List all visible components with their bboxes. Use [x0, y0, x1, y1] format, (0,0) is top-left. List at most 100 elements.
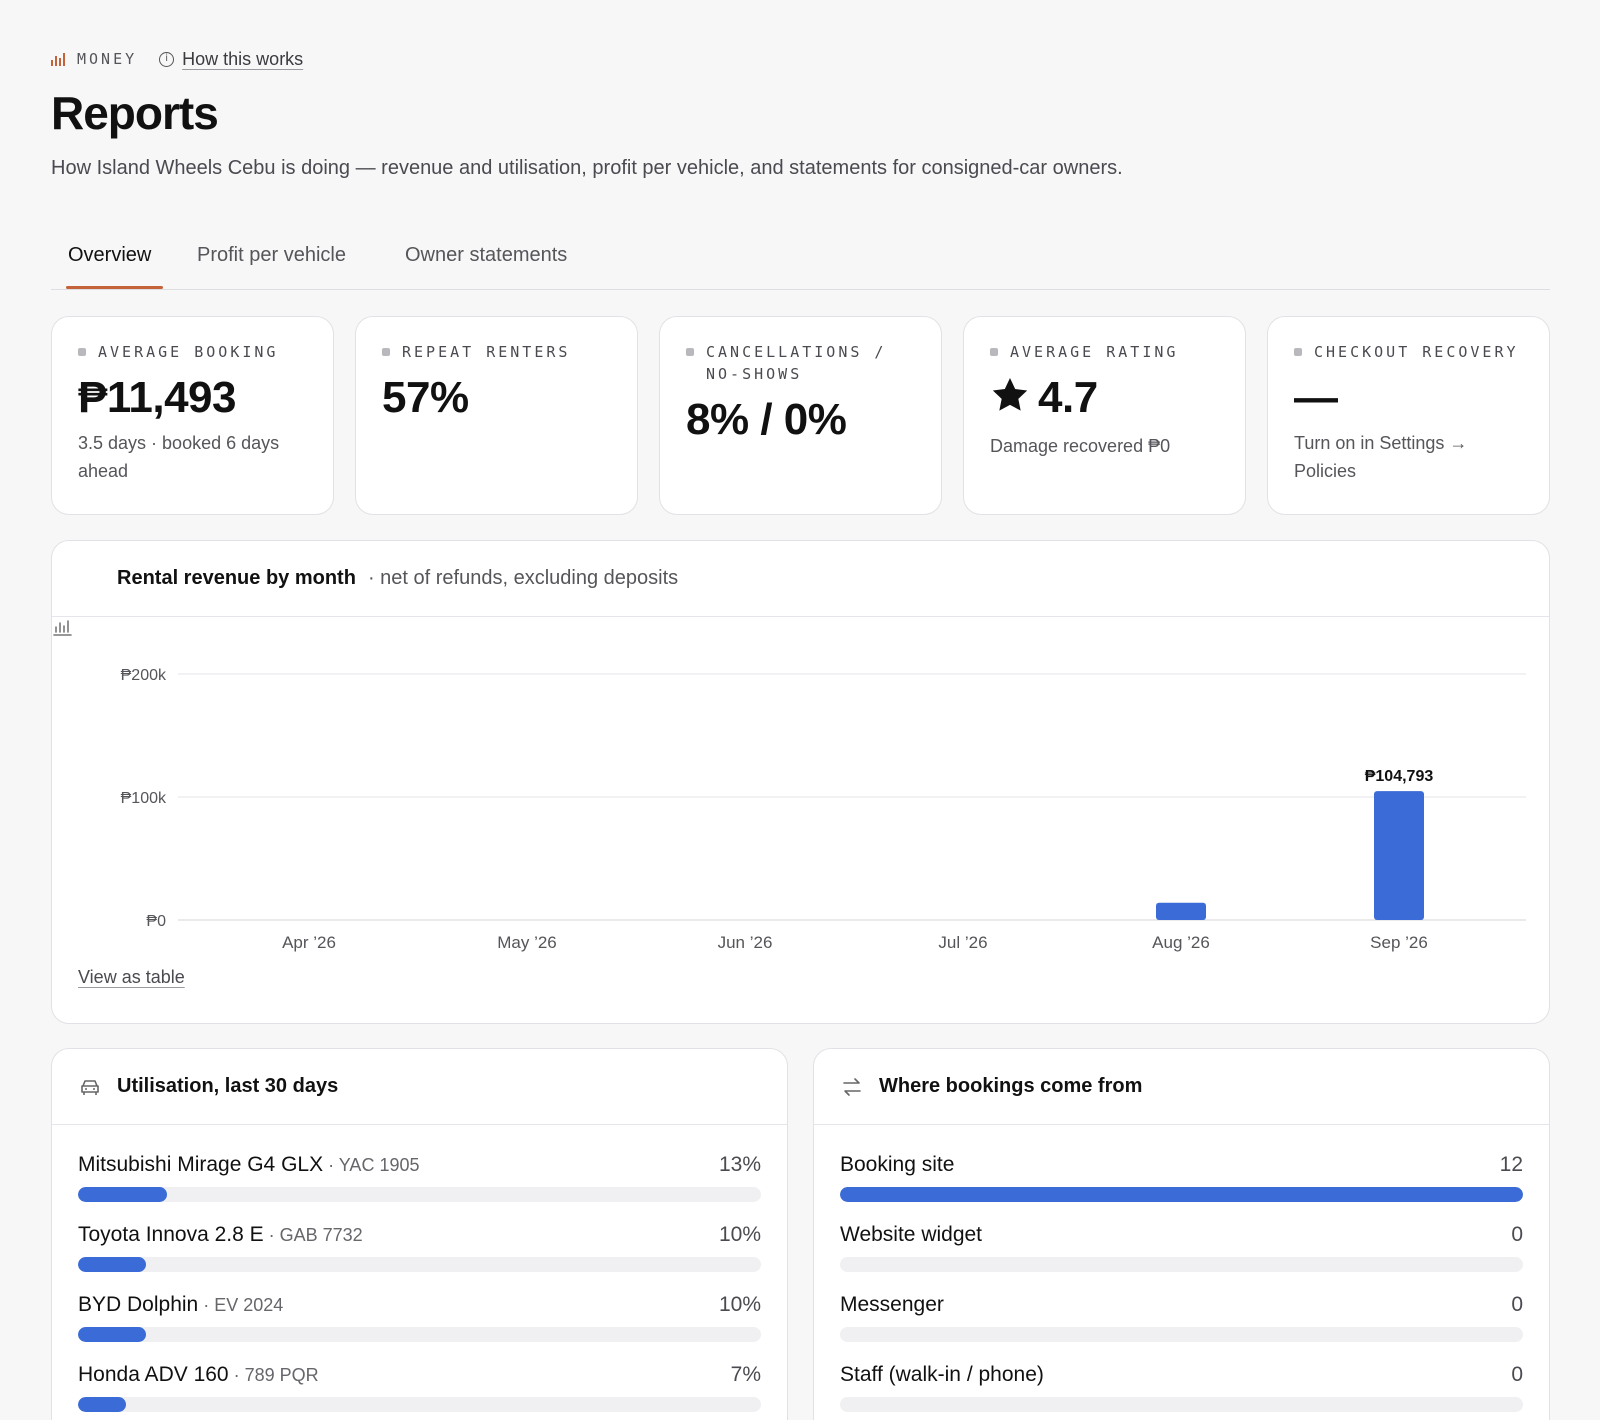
progress-fill — [78, 1327, 147, 1342]
list-item: Honda ADV 160 · 789 PQR 7% — [78, 1335, 761, 1412]
stat-value: 4.7 — [1038, 373, 1098, 422]
stat-value-row: 4.7 — [990, 373, 1219, 426]
panel-title: Utilisation, last 30 days — [117, 1075, 339, 1097]
car-icon — [79, 1076, 101, 1098]
list-item: Booking site 12 — [840, 1125, 1523, 1202]
eyebrow: MONEY i How this works — [51, 47, 303, 71]
x-tick-label: Aug ’26 — [1152, 933, 1210, 952]
page-subtitle: How Island Wheels Cebu is doing — revenu… — [51, 157, 1123, 179]
progress-track — [78, 1327, 761, 1342]
progress-track — [78, 1257, 761, 1272]
item-name: Messenger — [840, 1293, 944, 1316]
stat-value: — — [1294, 373, 1338, 422]
help-link-group[interactable]: i How this works — [159, 49, 303, 70]
utilisation-panel: Utilisation, last 30 days Mitsubishi Mir… — [51, 1048, 788, 1420]
item-label: Honda ADV 160 · 789 PQR — [78, 1363, 319, 1387]
tab-owner-statements[interactable]: Owner statements — [405, 244, 568, 266]
stat-average-booking: AVERAGE BOOKING ₱11,493 3.5 days · booke… — [51, 316, 334, 515]
status-dot — [686, 348, 694, 356]
stat-note: Turn on in Settings → Policies — [1294, 433, 1468, 481]
y-tick-label: ₱200k — [121, 667, 167, 684]
item-value: 7% — [730, 1363, 761, 1386]
section-label: MONEY — [77, 50, 138, 68]
item-sub: · EV 2024 — [198, 1295, 284, 1315]
item-name: Booking site — [840, 1153, 955, 1176]
panel-title: Where bookings come from — [879, 1075, 1143, 1097]
booking-sources-panel: Where bookings come from Booking site 12 W… — [813, 1048, 1550, 1420]
list-item: BYD Dolphin · EV 2024 10% — [78, 1265, 761, 1342]
item-value: 13% — [718, 1153, 761, 1176]
progress-track — [840, 1397, 1523, 1412]
list-item: Messenger 0 — [840, 1265, 1523, 1342]
item-name: Honda ADV 160 — [78, 1363, 229, 1386]
progress-track — [78, 1397, 761, 1412]
stat-label: AVERAGE BOOKING — [98, 343, 279, 361]
progress-fill — [78, 1397, 126, 1412]
item-label: BYD Dolphin · EV 2024 — [78, 1293, 283, 1317]
progress-track — [78, 1187, 761, 1202]
view-as-table-link[interactable]: View as table — [78, 967, 185, 987]
progress-fill — [840, 1187, 1523, 1202]
item-name: Website widget — [840, 1223, 983, 1246]
progress-track — [840, 1327, 1523, 1342]
how-this-works-link[interactable]: How this works — [182, 48, 304, 69]
item-name: Mitsubishi Mirage G4 GLX — [78, 1153, 324, 1176]
data-label: ₱104,793 — [1365, 768, 1434, 785]
item-label: Messenger — [840, 1293, 944, 1317]
star-icon — [990, 375, 1030, 426]
stat-label: CHECKOUT RECOVERY — [1314, 343, 1519, 361]
stat-checkout-recovery: CHECKOUT RECOVERY — Turn on in Settings … — [1267, 316, 1550, 515]
stat-average-rating: AVERAGE RATING 4.7 Damage recovered ₱0 — [963, 316, 1246, 515]
item-value: 12 — [1499, 1153, 1523, 1176]
list-item: Mitsubishi Mirage G4 GLX · YAC 1905 13% — [78, 1125, 761, 1202]
swap-arrows-icon — [841, 1076, 863, 1098]
list-item: Toyota Innova 2.8 E · GAB 7732 10% — [78, 1195, 761, 1272]
x-tick-label: Jun ’26 — [718, 933, 773, 952]
progress-track — [840, 1187, 1523, 1202]
bar-chart-icon — [51, 52, 65, 66]
item-sub: · YAC 1905 — [323, 1155, 420, 1175]
stat-value: 8% / 0% — [686, 395, 847, 444]
item-name: BYD Dolphin — [78, 1293, 199, 1316]
item-label: Staff (walk-in / phone) — [840, 1363, 1044, 1387]
stat-note: Damage recovered ₱0 — [990, 436, 1171, 456]
stat-repeat-renters: REPEAT RENTERS 57% — [355, 316, 638, 515]
panel-title: Rental revenue by month — [117, 567, 356, 589]
item-name: Staff (walk-in / phone) — [840, 1363, 1044, 1386]
item-label: Mitsubishi Mirage G4 GLX · YAC 1905 — [78, 1153, 419, 1177]
status-dot — [1294, 348, 1302, 356]
item-label: Website widget — [840, 1223, 982, 1247]
revenue-bar-chart: ₱0 ₱100k ₱200k Apr ’26 May ’26 Jun ’26 Jul ’26… — [121, 667, 1526, 952]
info-icon: i — [159, 51, 175, 67]
x-tick-label: Sep ’26 — [1370, 933, 1428, 952]
stat-value: 57% — [382, 373, 469, 422]
tab-overview[interactable]: Overview — [68, 244, 152, 266]
item-label: Toyota Innova 2.8 E · GAB 7732 — [78, 1223, 363, 1247]
panel-subtitle: · net of refunds, excluding deposits — [367, 567, 679, 589]
active-tab-indicator — [66, 286, 163, 289]
progress-track — [840, 1257, 1523, 1272]
list-item: Staff (walk-in / phone) 0 — [840, 1335, 1523, 1412]
bar — [1156, 902, 1206, 920]
item-label: Booking site — [840, 1153, 954, 1177]
tab-profit-per-vehicle[interactable]: Profit per vehicle — [197, 244, 346, 266]
page-title: Reports — [51, 87, 219, 139]
bar-chart-icon — [53, 568, 101, 636]
tab-bar: Overview Profit per vehicle Owner statem… — [51, 226, 1550, 290]
item-sub: · GAB 7732 — [263, 1225, 363, 1245]
item-value: 0 — [1511, 1293, 1523, 1316]
item-name: Toyota Innova 2.8 E — [78, 1223, 264, 1246]
panel-header: Where bookings come from — [814, 1049, 1549, 1125]
item-value: 10% — [718, 1223, 761, 1246]
stat-value: ₱11,493 — [78, 373, 237, 422]
progress-fill — [78, 1257, 147, 1272]
sources-list: Booking site 12 Website widget 0 Messenger 0 S… — [814, 1125, 1549, 1412]
x-tick-label: Jul ’26 — [938, 933, 987, 952]
y-tick-label: ₱100k — [121, 790, 167, 807]
item-sub: · 789 PQR — [228, 1365, 319, 1385]
progress-fill — [78, 1187, 167, 1202]
stat-cancellations: CANCELLATIONS / NO-SHOWS 8% / 0% — [659, 316, 942, 515]
list-item: Website widget 0 — [840, 1195, 1523, 1272]
utilisation-list: Mitsubishi Mirage G4 GLX · YAC 1905 13% To… — [52, 1125, 787, 1412]
item-value: 0 — [1511, 1223, 1523, 1246]
